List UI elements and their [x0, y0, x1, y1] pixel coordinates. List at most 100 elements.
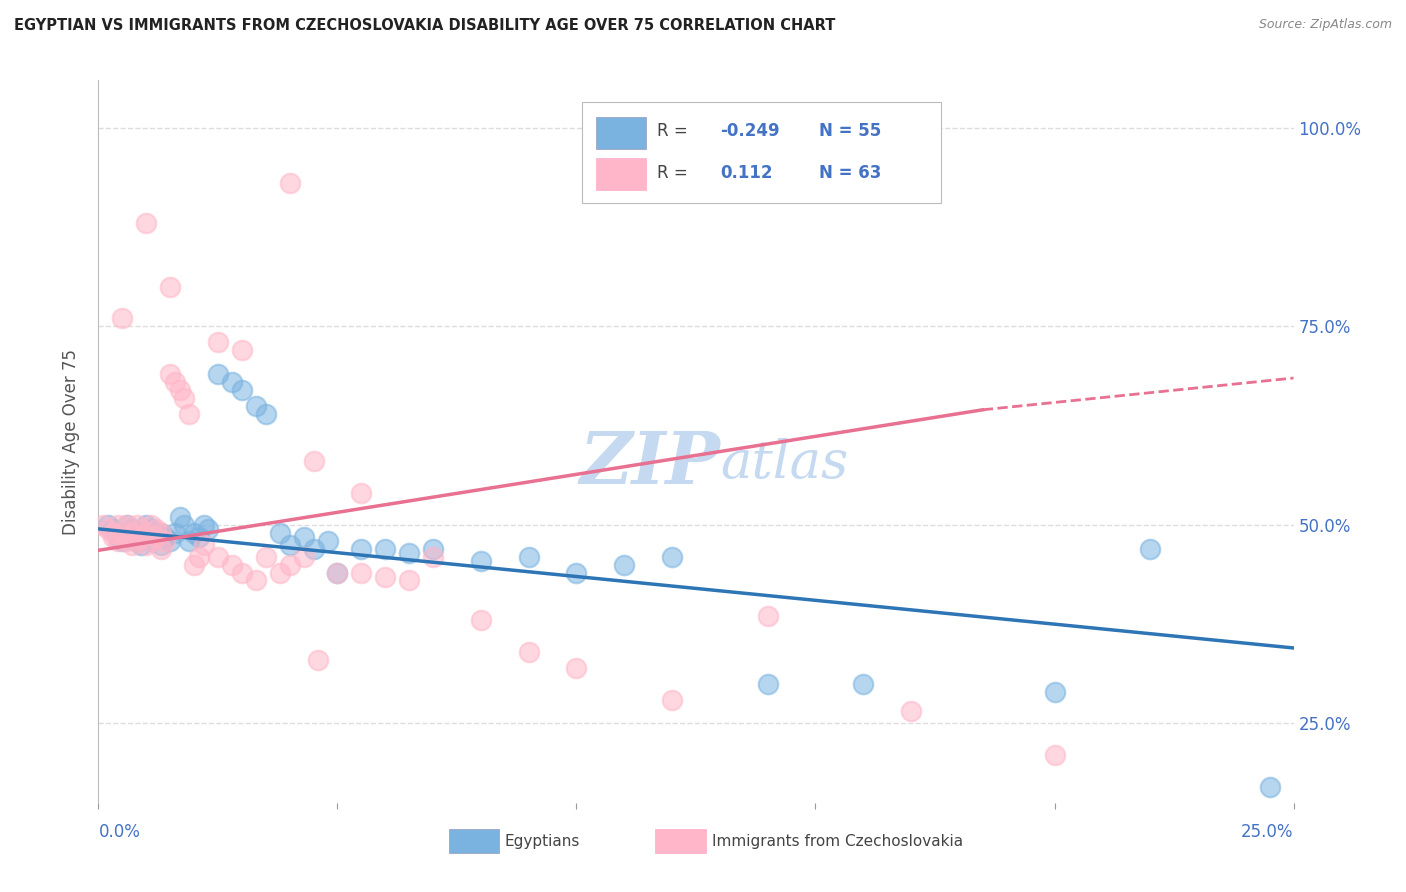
- Point: [173, 391, 195, 405]
- Point: [756, 676, 779, 690]
- Point: [517, 645, 540, 659]
- Text: Immigrants from Czechoslovakia: Immigrants from Czechoslovakia: [711, 834, 963, 848]
- Point: [245, 574, 267, 588]
- Point: [1091, 836, 1114, 850]
- Point: [470, 554, 492, 568]
- Point: [145, 522, 167, 536]
- Text: R =: R =: [657, 122, 693, 140]
- Point: [900, 705, 922, 719]
- FancyBboxPatch shape: [596, 117, 645, 149]
- Point: [187, 530, 209, 544]
- Point: [97, 522, 120, 536]
- Point: [159, 533, 181, 548]
- Y-axis label: Disability Age Over 75: Disability Age Over 75: [62, 349, 80, 534]
- Point: [183, 525, 205, 540]
- Text: Egyptians: Egyptians: [505, 834, 581, 848]
- Text: 0.0%: 0.0%: [98, 822, 141, 840]
- Point: [254, 407, 277, 421]
- Point: [221, 558, 243, 572]
- Point: [207, 335, 229, 350]
- Point: [173, 517, 195, 532]
- Point: [121, 522, 143, 536]
- Point: [149, 541, 172, 556]
- Point: [145, 525, 167, 540]
- Point: [278, 177, 301, 191]
- Text: R =: R =: [657, 164, 697, 182]
- Point: [326, 566, 349, 580]
- Text: N = 55: N = 55: [820, 122, 882, 140]
- Point: [231, 343, 253, 358]
- Point: [374, 569, 396, 583]
- Point: [231, 566, 253, 580]
- Point: [135, 216, 157, 230]
- Point: [517, 549, 540, 564]
- Text: 25.0%: 25.0%: [1241, 822, 1294, 840]
- Point: [756, 609, 779, 624]
- Point: [125, 525, 148, 540]
- Point: [131, 522, 153, 536]
- Point: [254, 549, 277, 564]
- Point: [131, 530, 153, 544]
- Point: [155, 533, 177, 548]
- Point: [125, 533, 148, 548]
- Point: [107, 530, 129, 544]
- Point: [350, 486, 373, 500]
- FancyBboxPatch shape: [449, 829, 499, 854]
- Point: [221, 375, 243, 389]
- Point: [1043, 684, 1066, 698]
- Point: [269, 525, 291, 540]
- Point: [115, 525, 138, 540]
- Point: [159, 367, 181, 381]
- Point: [398, 546, 420, 560]
- Point: [107, 533, 129, 548]
- Point: [107, 517, 129, 532]
- FancyBboxPatch shape: [582, 102, 941, 203]
- Point: [193, 538, 215, 552]
- Point: [101, 525, 124, 540]
- Point: [169, 383, 191, 397]
- Point: [139, 522, 162, 536]
- Point: [155, 530, 177, 544]
- Point: [661, 692, 683, 706]
- Point: [97, 517, 120, 532]
- Point: [131, 538, 153, 552]
- Point: [316, 533, 339, 548]
- Text: ZIP: ZIP: [579, 428, 720, 499]
- Point: [278, 558, 301, 572]
- Point: [207, 367, 229, 381]
- Point: [179, 407, 201, 421]
- Point: [470, 613, 492, 627]
- Point: [91, 517, 114, 532]
- Point: [350, 566, 373, 580]
- Point: [115, 517, 138, 532]
- Point: [139, 533, 162, 548]
- Point: [326, 566, 349, 580]
- Point: [661, 549, 683, 564]
- Point: [163, 525, 186, 540]
- Point: [613, 558, 636, 572]
- Point: [269, 566, 291, 580]
- Point: [302, 541, 325, 556]
- Point: [374, 541, 396, 556]
- Point: [187, 549, 209, 564]
- Point: [121, 530, 143, 544]
- Text: N = 63: N = 63: [820, 164, 882, 182]
- FancyBboxPatch shape: [596, 158, 645, 190]
- Point: [139, 533, 162, 548]
- Point: [115, 533, 138, 548]
- Point: [135, 517, 157, 532]
- Point: [145, 530, 167, 544]
- Point: [422, 541, 444, 556]
- Point: [422, 549, 444, 564]
- Point: [111, 533, 134, 548]
- Point: [169, 510, 191, 524]
- Point: [1258, 780, 1281, 794]
- Point: [149, 525, 172, 540]
- Point: [135, 525, 157, 540]
- Text: EGYPTIAN VS IMMIGRANTS FROM CZECHOSLOVAKIA DISABILITY AGE OVER 75 CORRELATION CH: EGYPTIAN VS IMMIGRANTS FROM CZECHOSLOVAK…: [14, 18, 835, 33]
- Text: Source: ZipAtlas.com: Source: ZipAtlas.com: [1258, 18, 1392, 31]
- Point: [111, 311, 134, 326]
- Point: [145, 530, 167, 544]
- Point: [179, 533, 201, 548]
- Point: [207, 549, 229, 564]
